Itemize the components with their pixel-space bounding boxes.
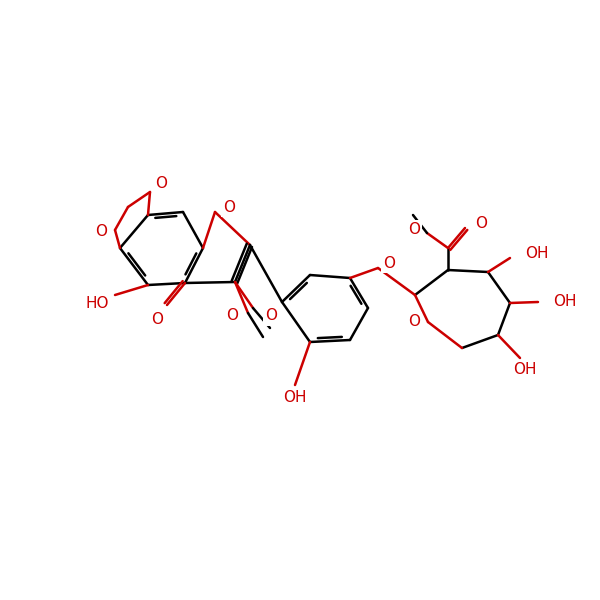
Text: O: O — [95, 224, 107, 239]
Text: OH: OH — [283, 389, 307, 404]
Text: O: O — [155, 176, 167, 191]
Text: OH: OH — [513, 362, 537, 377]
Text: O: O — [151, 311, 163, 326]
Text: HO: HO — [85, 295, 109, 311]
Text: O: O — [226, 307, 238, 323]
Text: O: O — [383, 256, 395, 271]
Text: O: O — [408, 314, 420, 329]
Text: O: O — [475, 215, 487, 230]
Text: OH: OH — [525, 245, 548, 260]
Text: O: O — [265, 308, 277, 323]
Text: O: O — [408, 223, 420, 238]
Text: OH: OH — [553, 295, 577, 310]
Text: O: O — [223, 199, 235, 214]
